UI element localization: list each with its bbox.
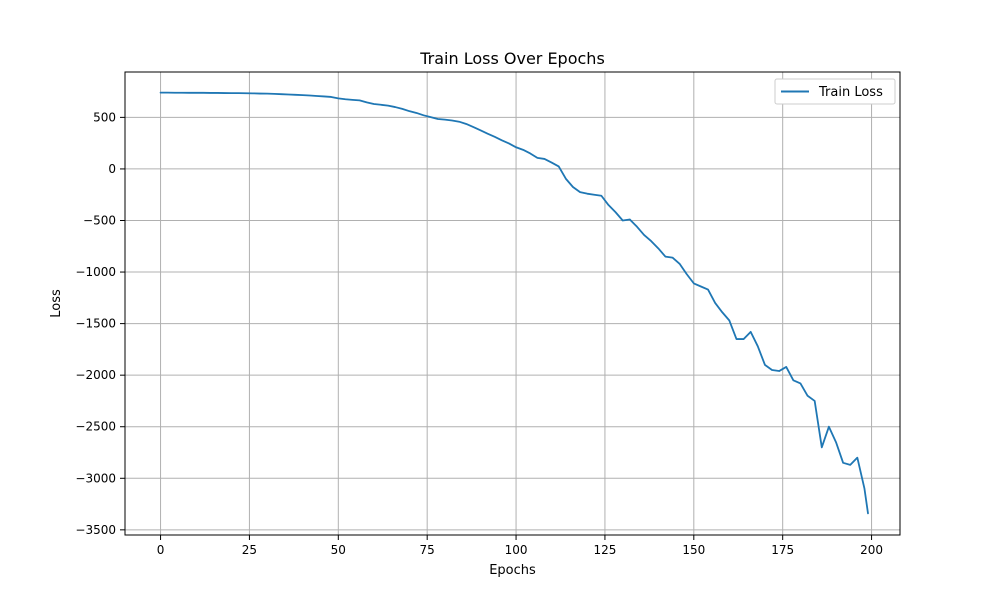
x-tick-label: 100: [505, 543, 528, 557]
x-tick-label: 25: [242, 543, 257, 557]
y-tick-label: −2500: [75, 420, 116, 434]
legend-box: [774, 78, 896, 105]
x-tick-label: 150: [682, 543, 705, 557]
y-tick-label: −3500: [75, 523, 116, 537]
x-tick-label: 200: [860, 543, 883, 557]
x-tick-label: 125: [593, 543, 616, 557]
y-tick-label: −2000: [75, 368, 116, 382]
y-tick-label: −1500: [75, 317, 116, 331]
grid-lines: [125, 72, 900, 535]
plot-area-frame: [124, 71, 901, 536]
y-tick-label: 0: [108, 162, 116, 176]
x-axis-ticks: 0 25 50 75 100 125 150 175 200: [157, 535, 883, 557]
y-tick-label: −500: [83, 213, 116, 227]
y-tick-label: −1000: [75, 265, 116, 279]
x-tick-label: 75: [420, 543, 435, 557]
y-tick-label: 500: [93, 110, 116, 124]
legend: Train Loss: [774, 78, 896, 105]
y-tick-label: −3000: [75, 471, 116, 485]
y-axis-title: Loss: [49, 289, 64, 318]
x-tick-label: 50: [331, 543, 346, 557]
x-axis-title: Epochs: [489, 563, 536, 578]
x-tick-label: 0: [157, 543, 165, 557]
legend-label-train-loss: Train Loss: [818, 85, 883, 100]
chart-title: Train Loss Over Epochs: [419, 49, 605, 68]
series-line-train-loss: [159, 91, 869, 515]
x-tick-label: 175: [771, 543, 794, 557]
y-axis-ticks: 500 0 −500 −1000 −1500 −2000 −2500 −3000 −3500: [75, 110, 125, 537]
